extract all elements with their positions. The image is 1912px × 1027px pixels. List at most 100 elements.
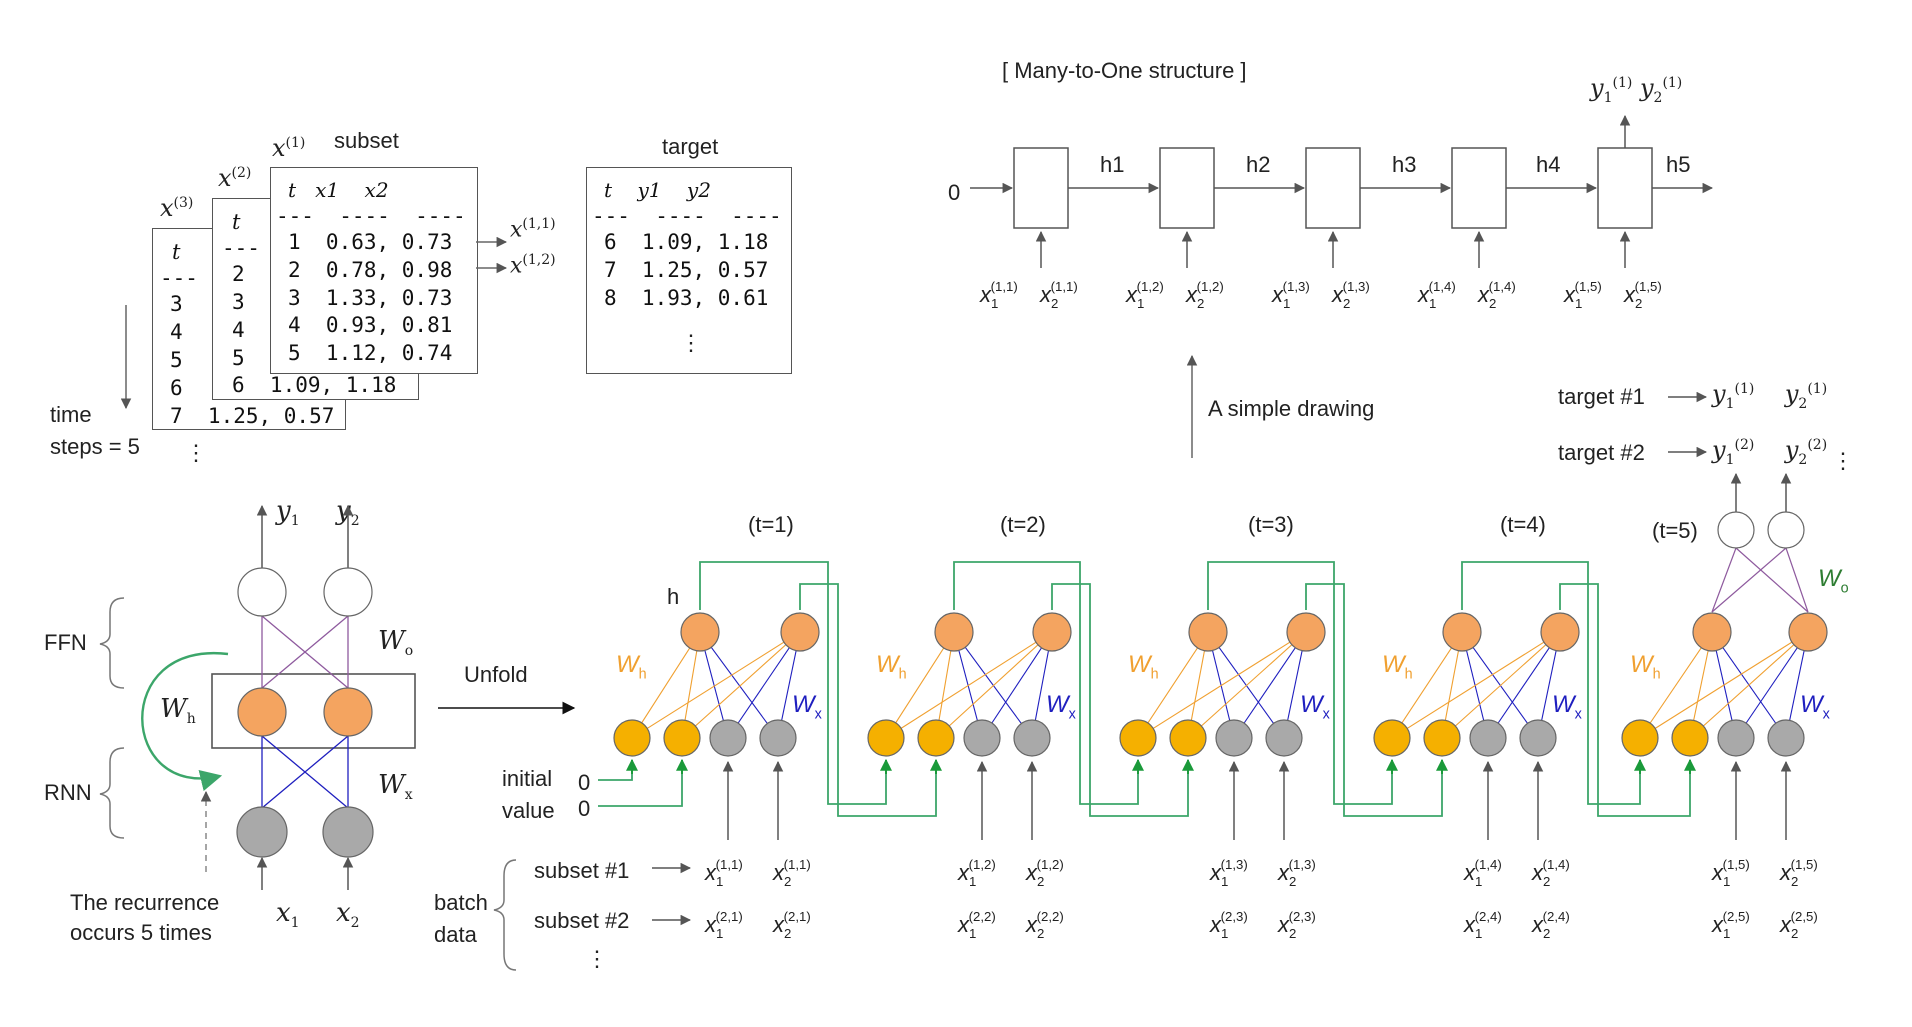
unrolled-wo-line (1735, 547, 1809, 613)
unrolled-input-node (1717, 719, 1755, 757)
initial-path (598, 760, 683, 807)
unrolled-input-node (1767, 719, 1805, 757)
unrolled-wh-line (1137, 631, 1209, 739)
card-x3-dashes: --- (160, 266, 198, 290)
batch-x2-row1: x2(1,4) (1531, 857, 1570, 889)
cell-y1-label: y1 (276, 496, 300, 530)
unrolled-output-node (1767, 511, 1805, 549)
recurrent-path (953, 561, 1139, 805)
unrolled-wx-line (1233, 631, 1307, 739)
unrolled-hidden-node (780, 612, 820, 652)
card-x2-row: 5 (232, 346, 245, 370)
batch-x1-row2: x1(2,1) (704, 909, 743, 941)
card-x2-row: 3 (232, 290, 245, 314)
card-x2-row: 2 (232, 262, 245, 286)
batch-x1-row1: x1(1,4) (1463, 857, 1502, 889)
cell-wh-label: Wh (160, 694, 196, 728)
time-step-label: (t=3) (1248, 512, 1294, 537)
unrolled-wx-line (1487, 631, 1561, 739)
recurrence-line1: The recurrence (70, 890, 220, 915)
batch-x2-row1: x2(1,5) (1779, 857, 1818, 889)
unrolled-hidden-node (1540, 612, 1580, 652)
batch-x1-row2: x1(2,3) (1209, 909, 1248, 941)
unrolled-wh-line (1137, 631, 1307, 739)
target-card-row: 7 1.25, 0.57 (604, 258, 769, 282)
card-x3-row: 6 (170, 376, 183, 400)
unrolled-hidden-node (1286, 612, 1326, 652)
batch-x2-row2: x2(2,3) (1277, 909, 1316, 941)
m2o-cell (1451, 147, 1507, 229)
card-x1-row: 4 0.93, 0.81 (288, 313, 453, 337)
batch-x2-row1: x2(1,1) (772, 857, 811, 889)
cell-output-node (323, 567, 373, 617)
subset2-label: subset #2 (534, 908, 630, 933)
recurrent-path (699, 561, 887, 805)
unrolled-wh-line (631, 631, 701, 739)
unrolled-hidden-node (1442, 612, 1482, 652)
nodes (236, 147, 1828, 858)
cell-wo-label: Wo (378, 626, 414, 660)
unrolled-wx-line (1461, 631, 1539, 739)
unrolled-wh-line (1639, 631, 1809, 739)
unrolled-state-node (1671, 719, 1709, 757)
m2o-input-x2: x2(1,2) (1185, 279, 1224, 311)
batch-x1-row2: x1(2,2) (957, 909, 996, 941)
unrolled-wh-label: Wh (876, 651, 907, 683)
time-label: time (50, 402, 92, 427)
unrolled-wo-line (1711, 547, 1737, 613)
target1-values: y1(1) y2(1) (1712, 380, 1828, 412)
card-x2-row: 6 1.09, 1.18 (232, 373, 397, 397)
card-x1 (270, 167, 478, 374)
subset-ellipsis: ⋮ (586, 946, 608, 971)
recurrent-path (1305, 583, 1443, 817)
unrolled-wh-line (1689, 631, 1809, 739)
svg-labels: x1(1,1) x2(1,1) x1(1,2) x2(1,2) x1(1,3) x2(1,… (616, 279, 1849, 941)
unrolled-wo-label: Wo (1818, 565, 1849, 597)
unrolled-state-node (613, 719, 651, 757)
unrolled-wh-line (1187, 631, 1307, 739)
time-step-label: (t=5) (1652, 518, 1698, 543)
batch-x1-row1: x1(1,5) (1711, 857, 1750, 889)
batch-x2-row1: x2(1,2) (1025, 857, 1064, 889)
unrolled-wx-line (727, 631, 801, 739)
cell-hidden-node (323, 687, 373, 737)
m2o-input-x2: x2(1,5) (1623, 279, 1662, 311)
subset1-label: subset #1 (534, 858, 630, 883)
m2o-cell (1013, 147, 1069, 229)
simple-drawing-label: A simple drawing (1208, 396, 1375, 421)
card-x3-row: 3 (170, 292, 183, 316)
unrolled-input-node (1519, 719, 1557, 757)
recurrence-line2: occurs 5 times (70, 920, 212, 945)
m2o-input-x2: x2(1,3) (1331, 279, 1370, 311)
unrolled-hidden-node (1032, 612, 1072, 652)
unrolled-wx-label: Wx (1300, 691, 1331, 723)
cell-output-node (237, 567, 287, 617)
cell-wo-line (261, 615, 349, 689)
unfold-label: Unfold (464, 662, 528, 687)
card-x2-row: 4 (232, 318, 245, 342)
initial-zero: 0 (578, 796, 591, 821)
unrolled-wh-label: Wh (1128, 651, 1159, 683)
m2o-input-x1: x1(1,3) (1271, 279, 1310, 311)
m2o-cell (1305, 147, 1361, 229)
unrolled-wh-label: Wh (616, 651, 647, 683)
m2o-h5: h5 (1666, 152, 1691, 177)
batch-x2-row2: x2(2,5) (1779, 909, 1818, 941)
card-x2-dashes: --- (222, 236, 260, 260)
target-card-row: 8 1.93, 0.61 (604, 286, 769, 310)
unrolled-input-node (1265, 719, 1303, 757)
unrolled-input-node (963, 719, 1001, 757)
m2o-input-x1: x1(1,5) (1563, 279, 1602, 311)
unrolled-wx-label: Wx (1552, 691, 1583, 723)
cell-x2-label: x2 (336, 898, 360, 932)
unrolled-hidden-node (934, 612, 974, 652)
unrolled-wx-label: Wx (792, 691, 823, 723)
initial-zero: 0 (578, 770, 591, 795)
unrolled-wh-line (631, 631, 801, 739)
batch-x1-row2: x1(2,5) (1711, 909, 1750, 941)
m2o-h3: h3 (1392, 152, 1417, 177)
unrolled-wx-line (1735, 631, 1809, 739)
unrolled-wh-line (885, 631, 1053, 739)
